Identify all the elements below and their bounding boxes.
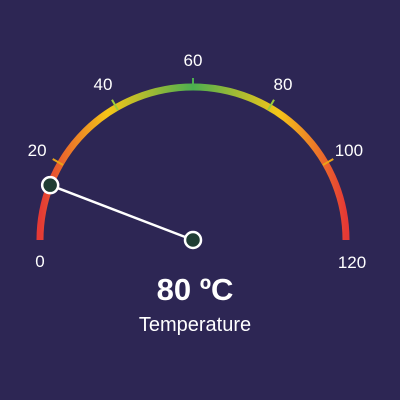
gauge-value-readout: 80 ºC [156,272,234,307]
gauge-tick-80 [267,99,275,111]
gauge-tick-label-0: 0 [35,252,44,271]
gauge-tick-label-60: 60 [184,51,203,70]
gauge-tick-100 [322,158,334,166]
gauge-tick-label-80: 80 [274,75,293,94]
gauge-ticks [52,78,334,166]
gauge-tick-labels: 0 20 40 60 80 100 120 [28,51,367,272]
gauge-tick-label-20: 20 [28,141,47,160]
gauge-tick-20 [52,158,64,166]
gauge-tick-label-120: 120 [338,253,366,272]
gauge-arc [36,83,350,241]
gauge-tick-40 [111,99,119,111]
gauge-title-label: Temperature [138,314,252,336]
gauge-drag-handle[interactable] [40,175,60,195]
gauge-tick-label-40: 40 [94,75,113,94]
needle-pivot [183,230,203,250]
gauge-needle [49,184,194,242]
gauge-tick-label-100: 100 [335,141,363,160]
